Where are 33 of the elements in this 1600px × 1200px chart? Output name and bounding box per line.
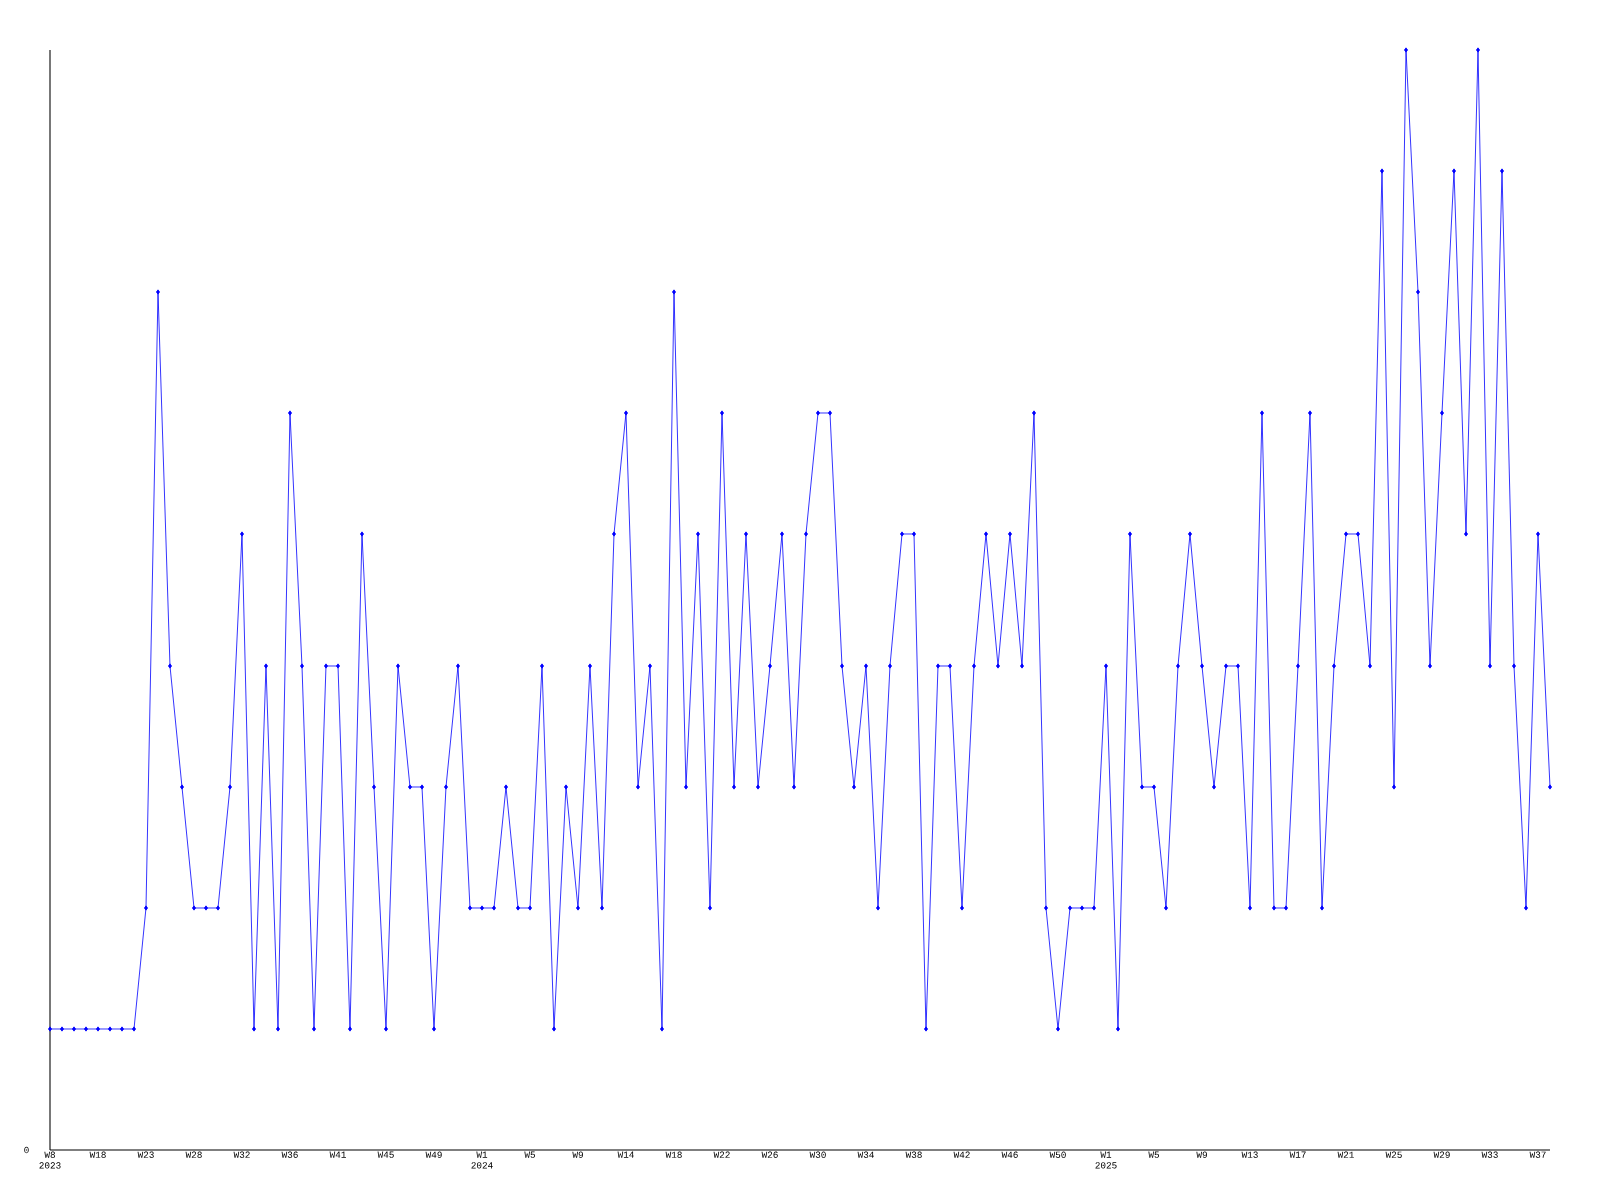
x-tick-label: W37 [1529,1151,1546,1158]
x-tick-label: W1 2024 [471,1151,493,1169]
x-tick-label: W38 [905,1151,922,1158]
x-tick-label: W50 [1049,1151,1066,1158]
x-tick-label: W45 [377,1151,394,1158]
x-tick-label: W21 [1337,1151,1354,1158]
x-tick-label: W22 [713,1151,730,1158]
x-tick-label: W30 [809,1151,826,1158]
x-tick-label: W5 [1148,1151,1159,1158]
x-tick-label: W29 [1433,1151,1450,1158]
x-tick-label: W23 [137,1151,154,1158]
x-tick-label: W18 [89,1151,106,1158]
x-tick-label: W8 2023 [39,1151,61,1169]
x-tick-label: W41 [329,1151,346,1158]
x-tick-label: W36 [281,1151,298,1158]
x-tick-label: W18 [665,1151,682,1158]
text: 0 [24,1146,29,1154]
x-tick-label: W42 [953,1151,970,1158]
x-tick-label: W34 [857,1151,874,1158]
x-tick-label: W14 [617,1151,634,1158]
x-tick-label: W33 [1481,1151,1498,1158]
x-tick-label: W13 [1241,1151,1258,1158]
x-tick-label: W9 [572,1151,583,1158]
x-tick-label: W25 [1385,1151,1402,1158]
x-tick-label: W32 [233,1151,250,1158]
x-tick-label: W26 [761,1151,778,1158]
x-tick-label: W49 [425,1151,442,1158]
x-tick-label: W28 [185,1151,202,1158]
x-tick-label: W1 2025 [1095,1151,1117,1169]
x-tick-label: W17 [1289,1151,1306,1158]
x-tick-label: W5 [524,1151,535,1158]
x-tick-label: W9 [1196,1151,1207,1158]
x-tick-label: W46 [1001,1151,1018,1158]
